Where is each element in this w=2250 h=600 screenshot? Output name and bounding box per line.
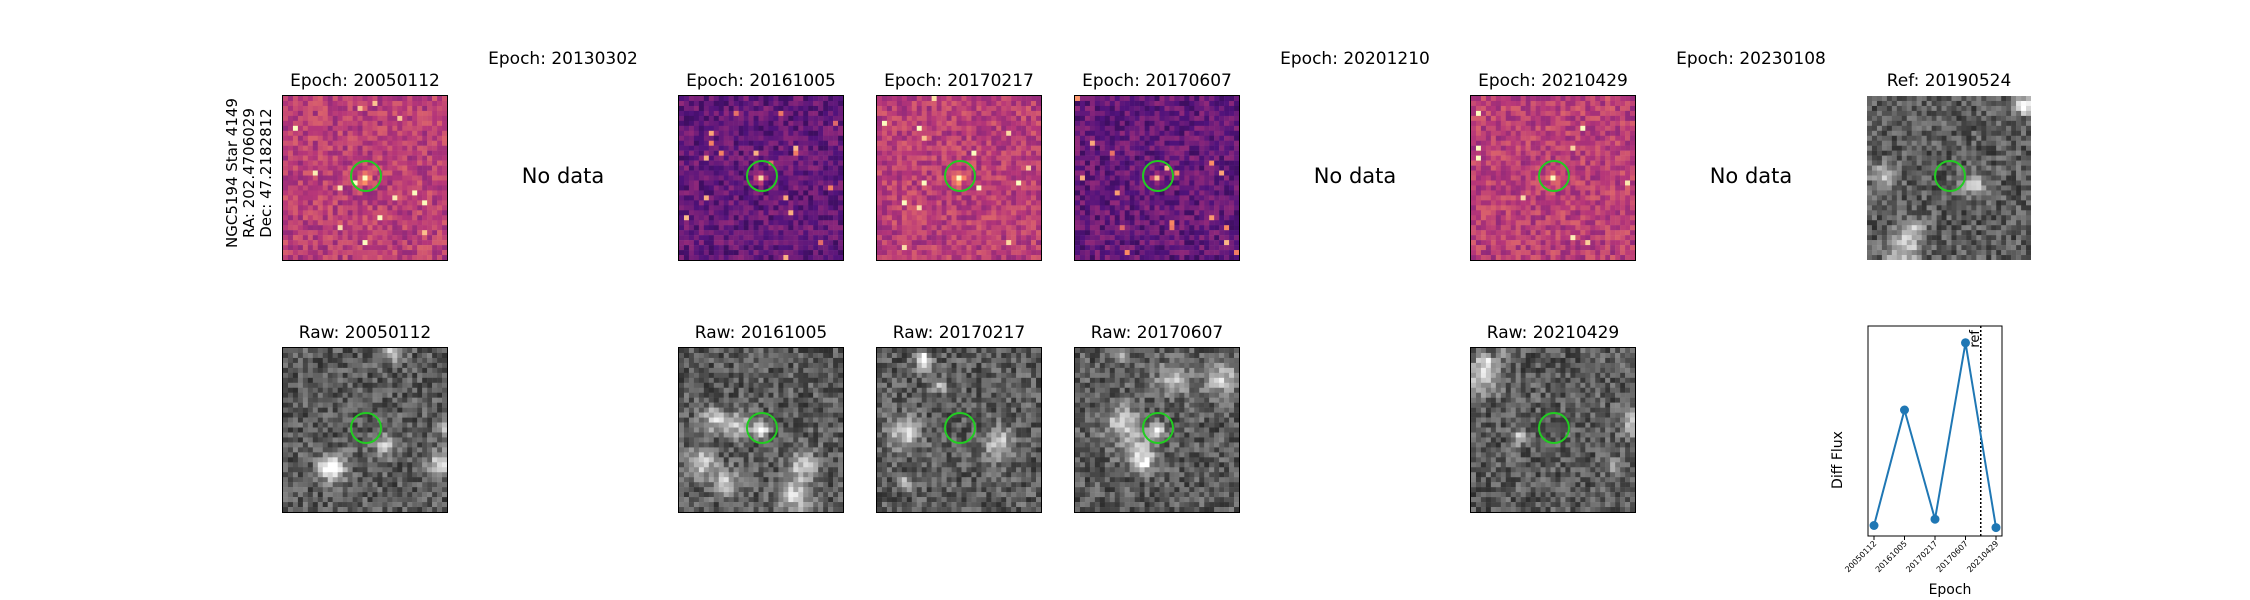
target-circle	[350, 412, 382, 444]
diff-image-20210429	[1470, 95, 1636, 261]
target-circle	[1934, 160, 1966, 192]
data-point	[1961, 338, 1970, 348]
pixel-grid	[1075, 96, 1239, 260]
ref-title: Ref: 20190524	[1886, 71, 2012, 91]
raw-image-20161005	[678, 347, 844, 513]
raw-title-5: Raw: 20170607	[1090, 323, 1224, 343]
raw-title-7: Raw: 20210429	[1486, 323, 1620, 343]
raw-title-3: Raw: 20161005	[694, 323, 828, 343]
no-data-20201210: No data	[1313, 164, 1397, 188]
raw-title-1: Raw: 20050112	[298, 323, 432, 343]
target-circle	[1538, 412, 1570, 444]
x-tick-label: 20170607	[1935, 539, 1970, 574]
star-info-label: NGC5194 Star 4149 RA: 202.4706029 Dec: 4…	[223, 98, 275, 248]
epoch-title-3: Epoch: 20161005	[686, 71, 836, 91]
data-point	[1930, 514, 1940, 524]
target-circle	[944, 412, 976, 444]
ref-line-label: ref	[1968, 330, 1983, 348]
epoch-title-6: Epoch: 20201210	[1280, 49, 1430, 69]
raw-image-20210429	[1470, 347, 1636, 513]
epoch-title-1: Epoch: 20050112	[290, 71, 440, 91]
epoch-title-2: Epoch: 20130302	[488, 49, 638, 69]
data-point	[1869, 521, 1879, 530]
pixel-grid	[679, 96, 843, 260]
x-tick-label: 20170217	[1904, 539, 1939, 574]
diff-image-20170217	[876, 95, 1042, 261]
x-tick-label: 20050112	[1843, 539, 1878, 574]
target-circle	[1142, 160, 1174, 192]
pixel-grid	[1471, 96, 1635, 260]
diff-image-20050112	[282, 95, 448, 261]
raw-image-20170607	[1074, 347, 1240, 513]
ref-image-20190524	[1866, 95, 2032, 261]
epoch-title-5: Epoch: 20170607	[1082, 71, 1232, 91]
plot-frame	[1867, 325, 2003, 537]
x-tick-label: 20161005	[1874, 539, 1909, 574]
diff-image-20170607	[1074, 95, 1240, 261]
star-name: NGC5194 Star 4149	[223, 98, 241, 248]
data-point	[1900, 405, 1909, 415]
lightcurve-plot: ref 2005011220161005201702172017060720210…	[1843, 325, 2003, 574]
no-data-20230108: No data	[1709, 164, 1793, 188]
raw-title-4: Raw: 20170217	[892, 323, 1026, 343]
target-circle	[746, 412, 778, 444]
lightcurve-chart: Diff Flux ref 20050112 20161005 20170217 201…	[1820, 320, 2050, 600]
target-circle	[1538, 160, 1570, 192]
data-point	[1991, 523, 2001, 533]
chart-xlabel: Epoch	[1928, 582, 1972, 598]
star-ra: RA: 202.4706029	[240, 108, 258, 238]
epoch-title-4: Epoch: 20170217	[884, 71, 1034, 91]
raw-image-20050112	[282, 347, 448, 513]
raw-image-20170217	[876, 347, 1042, 513]
no-data-20130302: No data	[521, 164, 605, 188]
epoch-title-8: Epoch: 20230108	[1676, 49, 1826, 69]
star-dec: Dec: 47.2182812	[257, 108, 275, 238]
target-circle	[350, 160, 382, 192]
epoch-title-7: Epoch: 20210429	[1478, 71, 1628, 91]
pixel-grid	[1471, 348, 1635, 512]
target-circle	[1142, 412, 1174, 444]
diff-image-20161005	[678, 95, 844, 261]
series-line	[1873, 342, 1997, 528]
target-circle	[746, 160, 778, 192]
x-tick-label: 20210429	[1965, 539, 2000, 574]
target-circle	[944, 160, 976, 192]
pixel-grid	[283, 348, 447, 512]
